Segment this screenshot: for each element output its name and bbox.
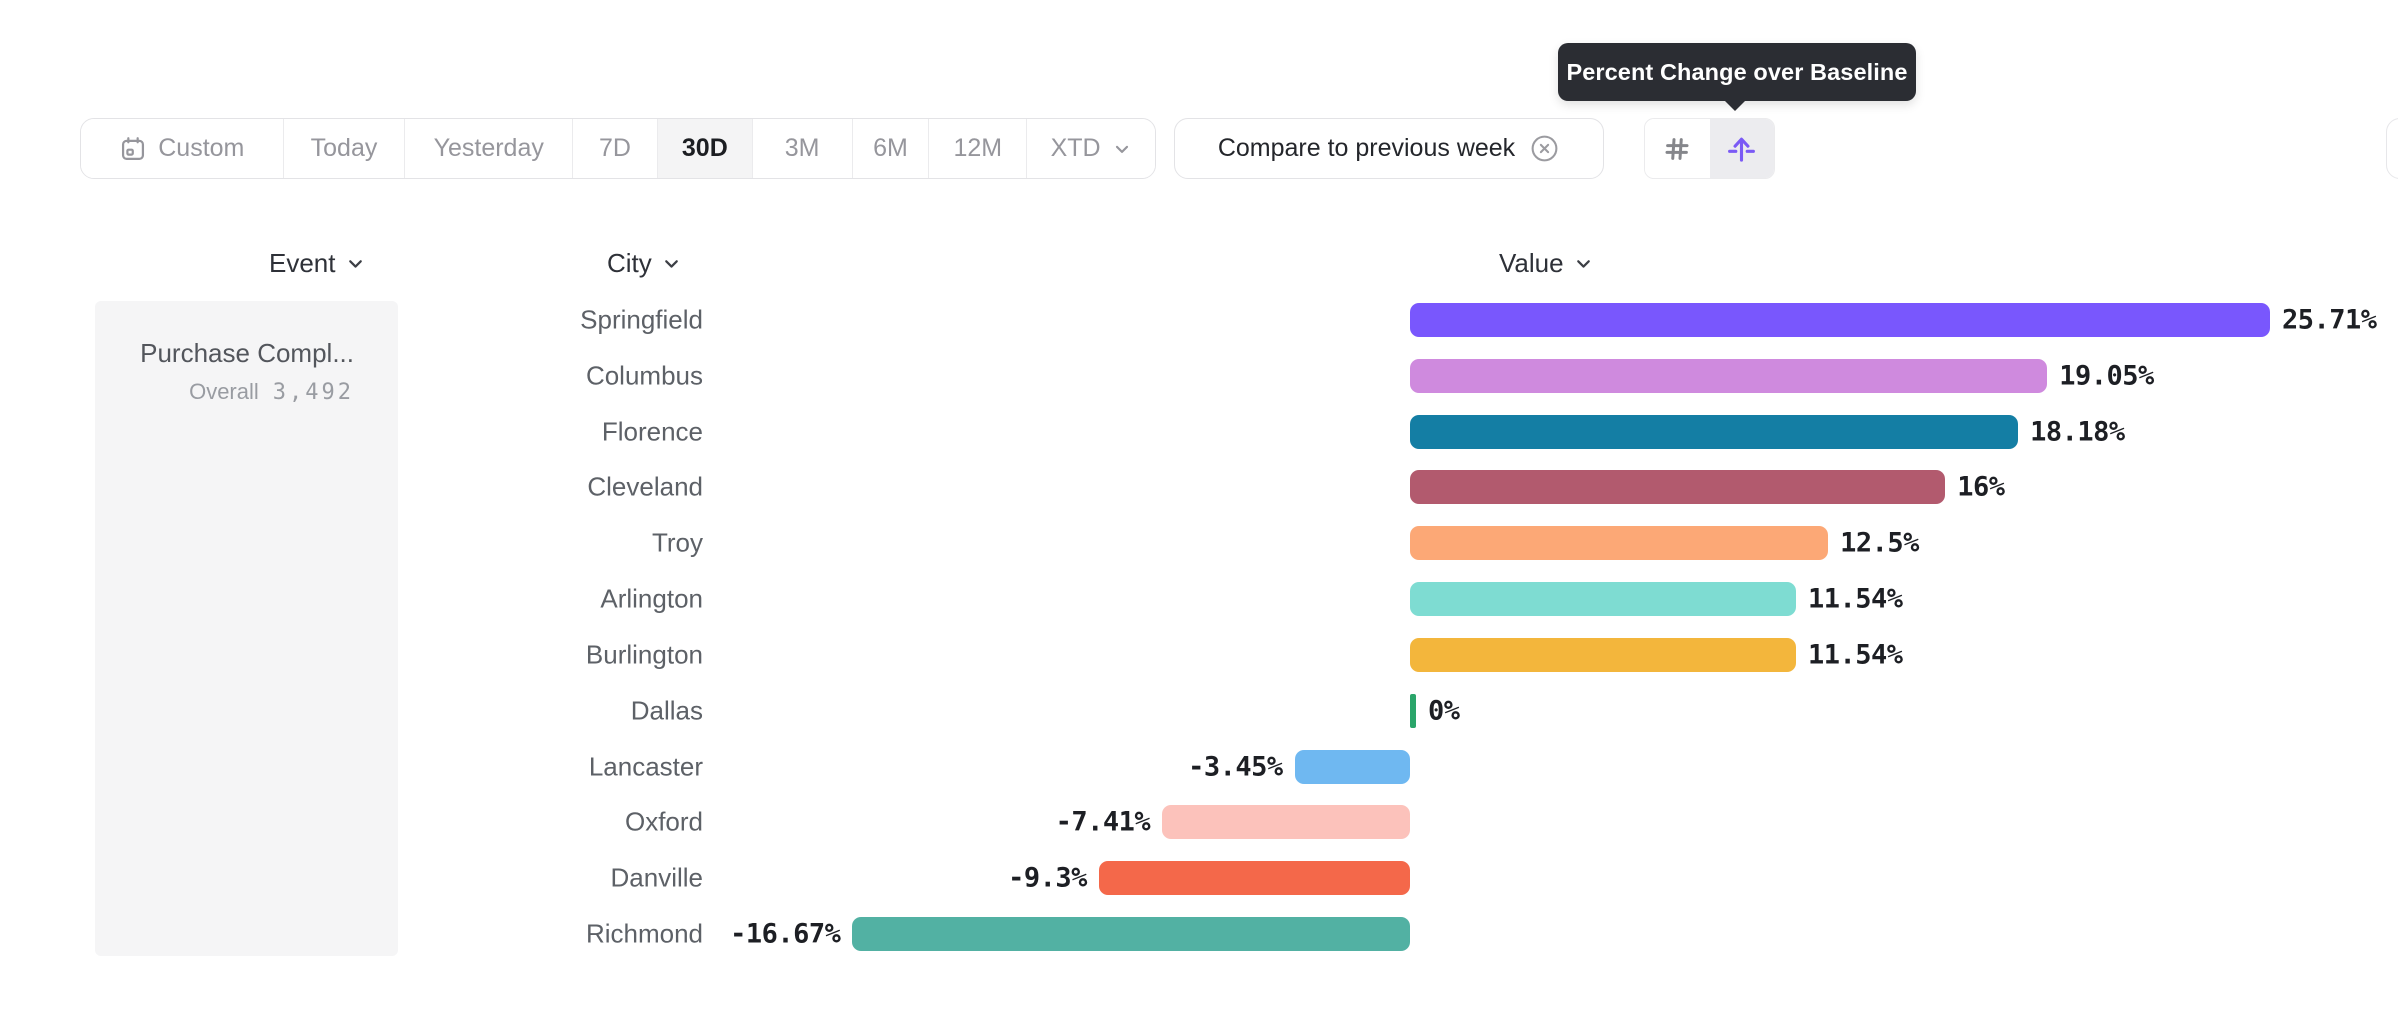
chart-row: Richmond -16.67% <box>0 906 2398 962</box>
date-range-xtd[interactable]: XTD <box>1027 119 1155 178</box>
city-label: Dallas <box>630 695 703 726</box>
tooltip-arrow <box>1724 100 1746 111</box>
clipped-edge-button[interactable] <box>2386 118 2398 179</box>
hash-icon <box>1665 137 1689 160</box>
value-bar[interactable] <box>1410 414 2019 449</box>
city-label: Arlington <box>600 583 703 614</box>
chart-row: Lancaster -3.45% <box>0 739 2398 795</box>
value-label: -9.3% <box>1008 862 1087 894</box>
date-range-label: Today <box>310 134 378 162</box>
value-bar[interactable] <box>1410 303 2270 337</box>
overall-value: 3,492 <box>272 379 354 405</box>
value-label: 11.54% <box>1808 583 1903 615</box>
column-header-label: City <box>607 247 652 278</box>
value-bar[interactable] <box>1410 358 2048 393</box>
city-label: Springfield <box>580 304 703 335</box>
value-label: -7.41% <box>1055 806 1151 838</box>
chart-row: Danville -9.3% <box>0 850 2398 906</box>
city-label: Columbus <box>585 360 703 391</box>
column-header-label: Value <box>1499 247 1564 278</box>
compare-label: Compare to previous week <box>1217 134 1516 162</box>
date-range-label: 6M <box>873 134 908 162</box>
overall-label: Overall <box>189 378 259 404</box>
city-label: Lancaster <box>588 751 703 782</box>
date-range-yesterday[interactable]: Yesterday <box>405 119 574 178</box>
city-label: Florence <box>601 416 703 447</box>
absolute-values-button[interactable] <box>1645 119 1710 178</box>
value-bar[interactable] <box>1294 749 1410 784</box>
date-range-group: Custom Today Yesterday 7D 30D 3M 6M 12M … <box>80 118 1156 179</box>
toolbar: Custom Today Yesterday 7D 30D 3M 6M 12M … <box>0 118 2398 179</box>
date-range-3m[interactable]: 3M <box>752 119 853 178</box>
date-range-label: 30D <box>681 134 728 162</box>
chart-rows: Springfield 25.71% Columbus 19.05% Florence 1… <box>0 292 2398 987</box>
chart-row: Arlington 11.54% <box>0 571 2398 627</box>
chart-row: Florence 18.18% <box>0 404 2398 460</box>
percent-change-baseline-button[interactable] <box>1709 119 1774 178</box>
value-label: 25.71% <box>2281 304 2377 336</box>
value-bar[interactable] <box>852 917 1410 952</box>
event-name: Purchase Compl... <box>140 338 354 368</box>
event-panel[interactable]: Purchase Compl... Overall 3,492 <box>95 301 398 956</box>
tooltip: Percent Change over Baseline <box>1558 43 1916 111</box>
date-range-12m[interactable]: 12M <box>929 119 1028 178</box>
calendar-icon <box>122 136 145 160</box>
date-range-label: Custom <box>158 134 245 162</box>
compare-chip[interactable]: Compare to previous week <box>1174 118 1604 179</box>
date-range-label: XTD <box>1050 134 1101 162</box>
date-range-custom[interactable]: Custom <box>81 119 284 178</box>
date-range-label: 7D <box>599 134 631 162</box>
date-range-6m[interactable]: 6M <box>852 119 930 178</box>
value-label: -16.67% <box>730 918 841 950</box>
tooltip-text: Percent Change over Baseline <box>1566 58 1908 85</box>
event-overall-row: Overall 3,492 <box>105 379 354 405</box>
chevron-down-icon <box>1576 259 1590 268</box>
date-range-label: 3M <box>784 134 820 162</box>
value-label: 11.54% <box>1808 639 1903 671</box>
chart-row: Oxford -7.41% <box>0 794 2398 850</box>
value-label: -3.45% <box>1188 751 1283 783</box>
chevron-down-icon <box>1115 145 1128 153</box>
circle-x-icon[interactable] <box>1529 133 1560 164</box>
chart-row: Troy 12.5% <box>0 515 2398 571</box>
city-label: Burlington <box>585 639 703 670</box>
chart-row: Dallas 0% <box>0 683 2398 739</box>
chevron-down-icon <box>664 259 678 268</box>
chart-row: Columbus 19.05% <box>0 348 2398 404</box>
column-header-city[interactable]: City <box>607 246 682 280</box>
chart-row: Cleveland 16% <box>0 459 2398 515</box>
column-header-value[interactable]: Value <box>1499 246 1594 280</box>
chart-row: Springfield 25.71% <box>0 292 2398 348</box>
value-bar[interactable] <box>1162 805 1410 840</box>
date-range-7d[interactable]: 7D <box>573 119 658 178</box>
value-bar[interactable] <box>1410 693 1416 728</box>
city-label: Danville <box>610 862 704 893</box>
value-label: 12.5% <box>1840 527 1919 559</box>
date-range-today[interactable]: Today <box>283 119 406 178</box>
baseline-arrow-icon <box>1728 137 1756 162</box>
date-range-label: Yesterday <box>433 134 544 162</box>
value-bar[interactable] <box>1098 861 1410 896</box>
value-display-toggle-group <box>1644 118 1775 179</box>
value-bar[interactable] <box>1410 470 1946 505</box>
value-label: 19.05% <box>2059 360 2154 392</box>
value-bar[interactable] <box>1410 582 1796 617</box>
value-label: 18.18% <box>2030 416 2125 448</box>
city-label: Cleveland <box>587 471 703 502</box>
date-range-30d[interactable]: 30D <box>657 119 753 178</box>
column-header-label: Event <box>269 247 336 278</box>
chart-row: Burlington 11.54% <box>0 627 2398 683</box>
column-header-event[interactable]: Event <box>269 246 366 280</box>
value-bar[interactable] <box>1410 637 1796 672</box>
chevron-down-icon <box>348 259 362 268</box>
city-label: Troy <box>651 527 703 558</box>
city-label: Oxford <box>624 806 703 837</box>
city-label: Richmond <box>585 918 703 949</box>
value-label: 16% <box>1957 471 2005 503</box>
date-range-label: 12M <box>953 134 1003 162</box>
value-bar[interactable] <box>1410 526 1829 561</box>
value-label: 0% <box>1428 695 1460 727</box>
